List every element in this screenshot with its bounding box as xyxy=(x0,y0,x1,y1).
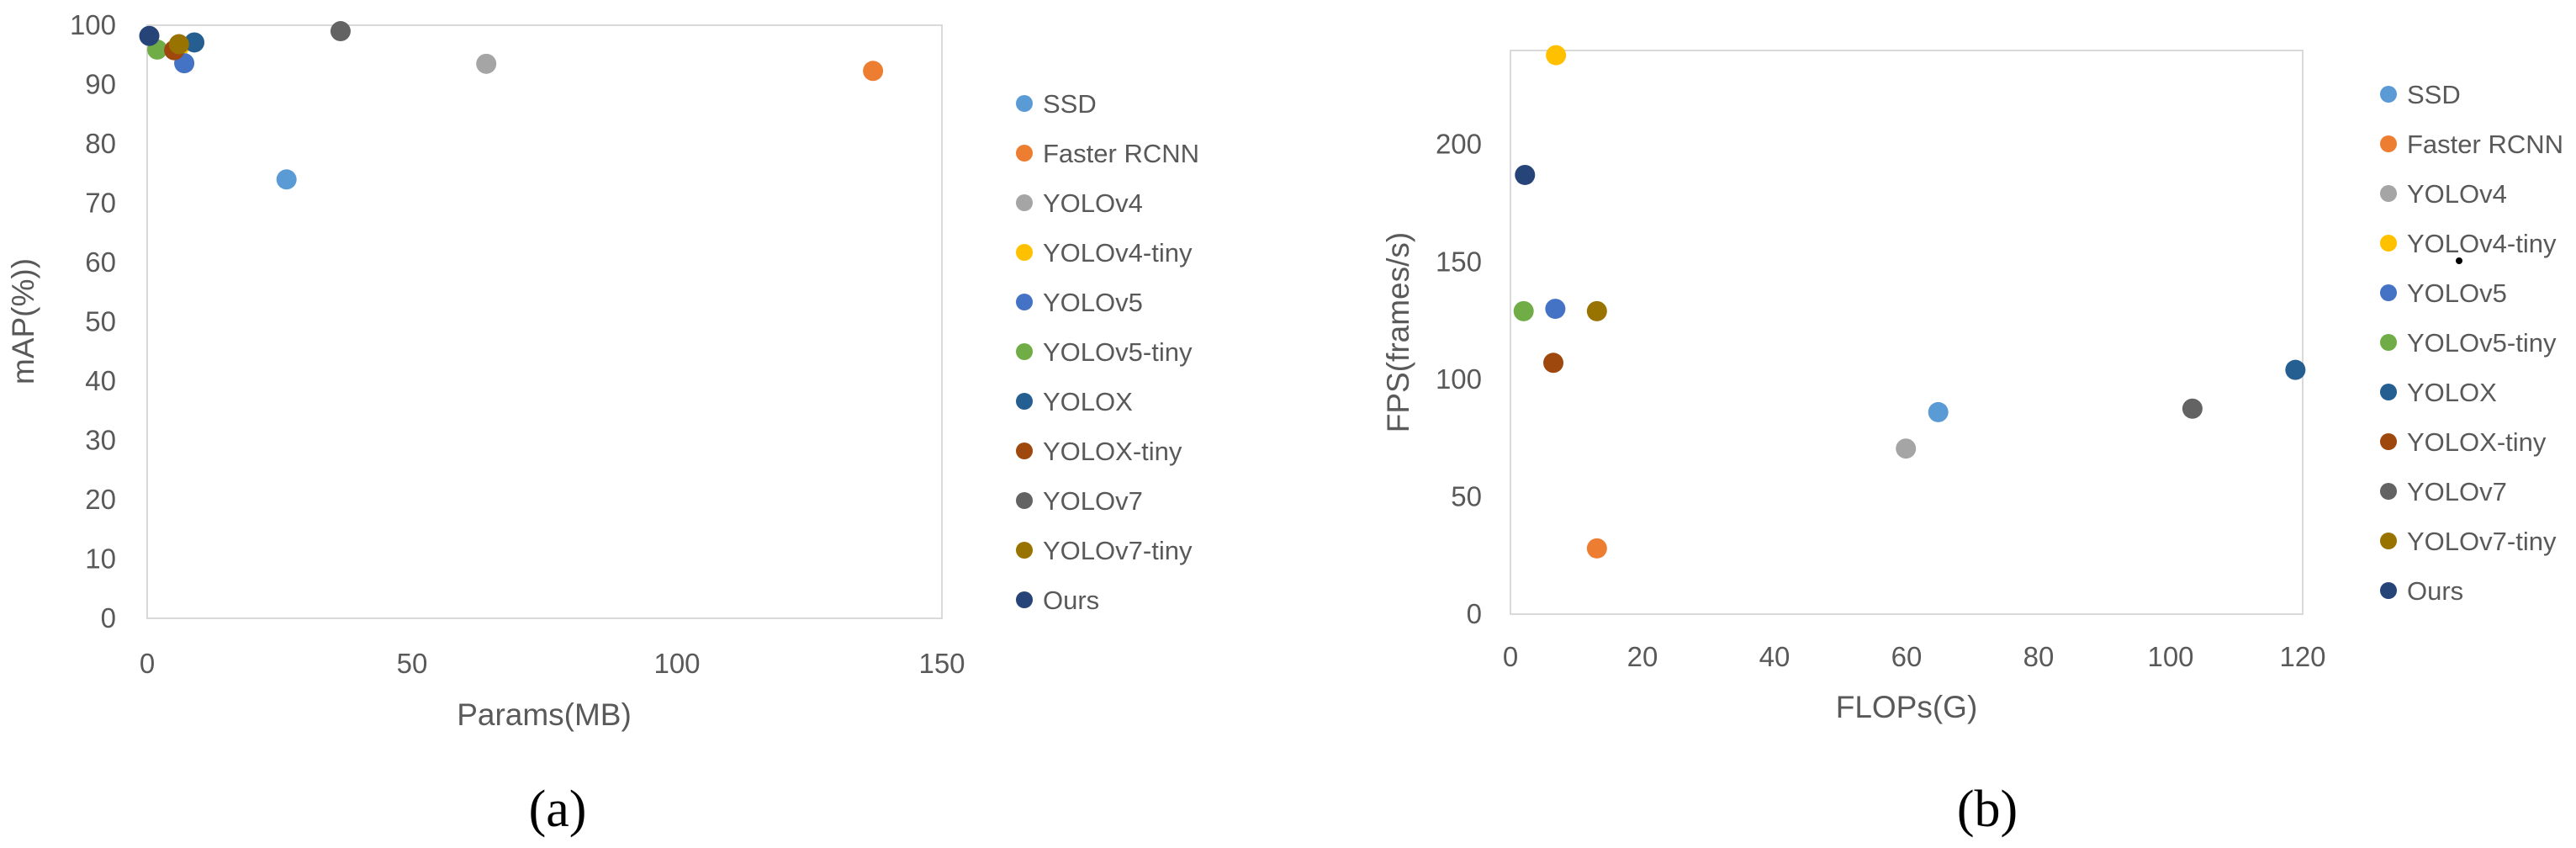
chart-a-y-tick-label: 100 xyxy=(70,9,116,40)
chart-a-legend-label: YOLOv5 xyxy=(1043,288,1143,317)
chart-a-plot-area xyxy=(146,24,943,619)
chart-b-legend-marker xyxy=(2380,135,2397,152)
chart-a-point-faster-rcnn xyxy=(863,61,884,82)
chart-a-y-tick-label: 40 xyxy=(85,365,116,396)
chart-b-legend-label: YOLOv4-tiny xyxy=(2407,229,2557,258)
chart-b-point-yolox xyxy=(2285,359,2306,380)
chart-b-legend-label: YOLOv7-tiny xyxy=(2407,527,2557,556)
chart-b-x-tick-label: 0 xyxy=(1503,641,1518,672)
chart-a-y-tick-label: 80 xyxy=(85,128,116,159)
chart-a-legend-label: YOLOv7 xyxy=(1043,486,1143,516)
chart-a-x-tick-label: 150 xyxy=(918,648,965,679)
chart-a-legend-marker xyxy=(1016,294,1033,310)
chart-b-x-tick-label: 120 xyxy=(2279,641,2325,672)
chart-a-y-tick-label: 0 xyxy=(101,602,116,633)
chart-b-legend-marker xyxy=(2380,533,2397,549)
chart-a-legend-marker xyxy=(1016,145,1033,162)
chart-a-legend-label: YOLOv4-tiny xyxy=(1043,238,1193,268)
chart-a-legend-label: Ours xyxy=(1043,586,1099,615)
chart-b-legend-marker xyxy=(2380,235,2397,252)
chart-a-legend-marker xyxy=(1016,244,1033,261)
chart-b-legend-marker xyxy=(2380,582,2397,599)
chart-b-legend-marker xyxy=(2380,334,2397,351)
chart-b-point-yolox-tiny xyxy=(1543,352,1564,374)
chart-b-point-ssd xyxy=(1928,401,1949,422)
chart-b-legend-label: YOLOv5 xyxy=(2407,278,2507,308)
chart-b-legend-label: YOLOv5-tiny xyxy=(2407,328,2557,358)
chart-b-point-faster-rcnn xyxy=(1586,538,1607,559)
chart-b-legend-marker xyxy=(2380,483,2397,500)
chart-b-x-tick-label: 60 xyxy=(1891,641,1923,672)
chart-b-x-tick-label: 20 xyxy=(1627,641,1658,672)
chart-b-legend-marker xyxy=(2380,384,2397,400)
chart-a-legend-label: Faster RCNN xyxy=(1043,139,1199,168)
chart-a-legend-marker xyxy=(1016,443,1033,459)
chart-b-legend-label: SSD xyxy=(2407,80,2461,109)
chart-a-legend-label: YOLOv7-tiny xyxy=(1043,536,1193,565)
chart-b-point-yolov7 xyxy=(2182,398,2203,419)
chart-a-point-yolov7 xyxy=(330,21,351,42)
chart-a-y-tick-label: 70 xyxy=(85,188,116,219)
chart-b-y-tick-label: 100 xyxy=(1436,363,1482,395)
chart-b-legend-label: YOLOv4 xyxy=(2407,179,2507,209)
chart-b-stray-dot xyxy=(2456,257,2462,264)
chart-a-point-ssd xyxy=(276,169,297,190)
chart-b-y-tick-label: 50 xyxy=(1451,480,1482,511)
chart-a-y-tick-label: 60 xyxy=(85,246,116,278)
chart-b-legend-marker xyxy=(2380,433,2397,450)
chart-b-legend-label: YOLOX-tiny xyxy=(2407,427,2547,457)
chart-a-y-tick-label: 30 xyxy=(85,425,116,456)
chart-a-legend-marker xyxy=(1016,95,1033,112)
chart-b-y-tick-label: 200 xyxy=(1436,129,1482,160)
chart-a-point-yolov4 xyxy=(476,53,497,74)
chart-a-legend-marker xyxy=(1016,343,1033,360)
chart-a-point-yolov7-tiny xyxy=(168,34,189,55)
chart-a-legend-marker xyxy=(1016,542,1033,559)
chart-a-y-tick-label: 10 xyxy=(85,543,116,575)
chart-a-legend-label: YOLOv4 xyxy=(1043,188,1143,218)
chart-a-legend-label: YOLOv5-tiny xyxy=(1043,337,1193,367)
chart-a-point-yolox xyxy=(184,32,205,53)
chart-b-legend-label: Faster RCNN xyxy=(2407,130,2563,159)
chart-a-point-ours xyxy=(139,25,160,46)
chart-a-y-tick-label: 20 xyxy=(85,484,116,515)
chart-a-y-axis-title: mAP(%)) xyxy=(6,258,40,384)
chart-b-point-yolov4 xyxy=(1896,438,1917,459)
chart-b-x-tick-label: 100 xyxy=(2147,641,2193,672)
chart-b-legend-label: Ours xyxy=(2407,576,2463,606)
chart-a-legend-label: SSD xyxy=(1043,89,1097,119)
chart-b-caption: (b) xyxy=(1957,781,2018,838)
chart-b-x-axis-title: FLOPs(G) xyxy=(1836,690,1978,724)
chart-b-y-tick-label: 150 xyxy=(1436,246,1482,277)
chart-a-legend-marker xyxy=(1016,194,1033,211)
chart-b-legend-label: YOLOv7 xyxy=(2407,477,2507,506)
chart-a-y-tick-label: 50 xyxy=(85,306,116,337)
chart-b-plot-area xyxy=(1510,50,2304,615)
chart-b-point-yolov4-tiny xyxy=(1546,45,1567,66)
chart-b-y-tick-label: 0 xyxy=(1467,598,1482,629)
chart-b-x-tick-label: 80 xyxy=(2023,641,2055,672)
chart-a-x-tick-label: 0 xyxy=(140,648,155,679)
chart-a-caption: (a) xyxy=(529,781,587,838)
chart-a-x-tick-label: 50 xyxy=(397,648,428,679)
chart-a-legend-label: YOLOX xyxy=(1043,387,1133,416)
chart-b-point-yolov5 xyxy=(1545,299,1566,320)
chart-b-legend-label: YOLOX xyxy=(2407,378,2497,407)
chart-b-legend-marker xyxy=(2380,86,2397,103)
chart-b-point-yolov7-tiny xyxy=(1586,300,1607,321)
chart-a-legend-label: YOLOX-tiny xyxy=(1043,437,1182,466)
chart-a-legend-marker xyxy=(1016,393,1033,410)
chart-a-x-tick-label: 100 xyxy=(653,648,700,679)
chart-a-legend-marker xyxy=(1016,591,1033,608)
chart-b-point-ours xyxy=(1515,164,1536,185)
chart-b-legend-marker xyxy=(2380,185,2397,202)
chart-b-legend-marker xyxy=(2380,284,2397,301)
chart-b-y-axis-title: FPS(frames/s) xyxy=(1381,232,1415,432)
chart-a-legend-marker xyxy=(1016,492,1033,509)
chart-b-point-yolov5-tiny xyxy=(1513,300,1534,321)
chart-a-x-axis-title: Params(MB) xyxy=(457,697,632,732)
chart-a-y-tick-label: 90 xyxy=(85,69,116,100)
chart-b-x-tick-label: 40 xyxy=(1759,641,1791,672)
